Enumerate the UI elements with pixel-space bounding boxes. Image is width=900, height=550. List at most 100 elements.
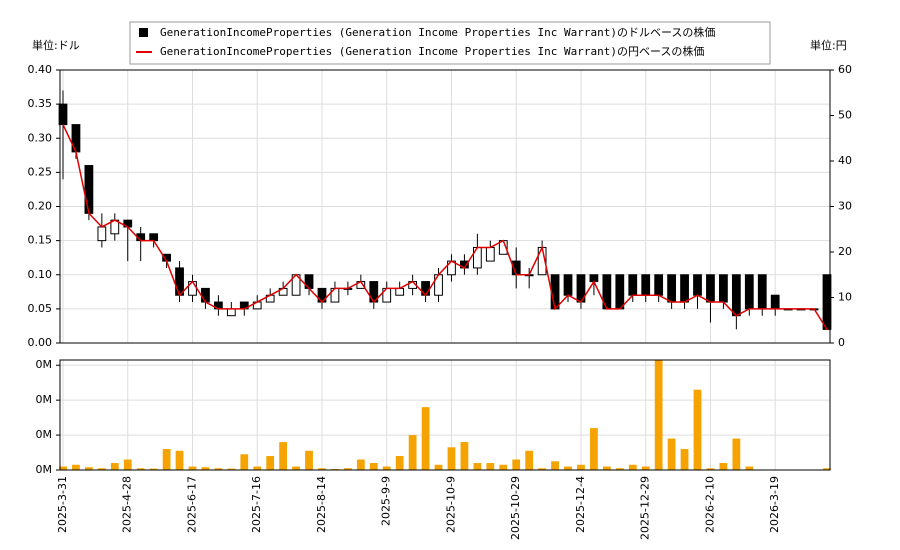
volume-bar (434, 464, 443, 470)
volume-bar (149, 468, 158, 470)
volume-bar (602, 466, 611, 470)
candle-body (654, 274, 664, 296)
candle-body (719, 274, 728, 303)
volume-bar (305, 450, 313, 470)
volume-bar (460, 442, 469, 470)
volume-tick-label: 0M (36, 358, 53, 371)
volume-bar (408, 435, 417, 470)
volume-bar (382, 466, 391, 470)
candle-body (628, 274, 638, 296)
volume-bar (343, 468, 352, 470)
volume-bar (447, 447, 456, 470)
volume-bar (421, 407, 430, 470)
volume-bar (525, 450, 534, 470)
x-tick-label: 2025-3-31 (56, 476, 69, 533)
volume-tick-label: 0M (36, 393, 53, 406)
y-tick-label: 0.40 (28, 63, 53, 76)
candle-body (395, 287, 405, 296)
candle-body (201, 287, 210, 303)
y2-tick-label: 60 (838, 63, 852, 76)
y2-tick-label: 20 (838, 245, 852, 258)
volume-bar (214, 468, 223, 470)
x-tick-label: 2025-12-29 (639, 476, 652, 540)
y2-tick-label: 0 (838, 336, 845, 349)
legend-box (129, 21, 771, 65)
volume-bar (667, 438, 676, 470)
y-tick-label: 0.30 (28, 131, 53, 144)
legend-label: GenerationIncomeProperties (Generation I… (160, 25, 715, 39)
volume-bar (110, 463, 119, 470)
volume-bar (823, 468, 831, 470)
volume-bar (745, 466, 754, 470)
volume-bar (331, 468, 339, 470)
candle-body (770, 294, 780, 310)
x-tick-label: 2025-9-9 (380, 476, 393, 526)
candle-body (175, 267, 184, 296)
candle-body (641, 274, 651, 296)
volume-bar (641, 466, 650, 470)
volume-bar (266, 456, 275, 470)
volume-bar (590, 428, 598, 470)
volume-bar (175, 450, 184, 470)
volume-tick-label: 0M (36, 428, 53, 441)
y-tick-label: 0.00 (28, 336, 53, 349)
volume-bar (136, 468, 145, 470)
volume-bar (499, 464, 508, 470)
volume-bar (188, 466, 197, 470)
y-tick-label: 0.15 (28, 234, 53, 247)
volume-bar (473, 463, 482, 470)
volume-bar (292, 466, 300, 470)
volume-bar (693, 389, 702, 470)
candle-body (149, 233, 159, 242)
y-tick-label: 0.10 (28, 268, 53, 281)
candle-body (706, 274, 715, 303)
legend-swatch (139, 28, 148, 37)
y-tick-label: 0.25 (28, 165, 53, 178)
volume-bar (538, 468, 547, 470)
y-unit: 単位:ドル (32, 38, 80, 52)
volume-bar (227, 468, 236, 470)
volume-bar (564, 466, 572, 470)
x-tick-label: 2025-4-28 (121, 476, 134, 533)
volume-frame (59, 359, 831, 471)
candle-body (226, 308, 236, 317)
candle-body (731, 274, 741, 317)
volume-bar (279, 442, 288, 470)
y2-unit: 単位:円 (810, 38, 847, 52)
volume-bar (162, 449, 171, 470)
x-tick-label: 2025-10-29 (509, 476, 522, 540)
volume-bar (59, 466, 67, 470)
y2-tick-label: 10 (838, 291, 852, 304)
candle-body (744, 274, 754, 310)
legend: GenerationIncomeProperties (Generation I… (129, 21, 771, 65)
volume-bar (486, 463, 495, 470)
y2-tick-label: 50 (838, 109, 852, 122)
volume-bar (356, 459, 365, 470)
volume-bar (719, 463, 728, 470)
volume-bar (253, 466, 262, 470)
volume-bar (369, 463, 378, 470)
volume-bar (85, 467, 93, 470)
y-tick-label: 0.05 (28, 302, 53, 315)
volume-bar (615, 468, 624, 470)
candle-body (757, 274, 767, 310)
candle-body (667, 274, 676, 303)
candle-body (84, 165, 94, 214)
volume-bar (318, 468, 326, 470)
volume-bar (706, 468, 715, 470)
x-tick-label: 2026-2-10 (703, 476, 716, 533)
candle-body (680, 274, 689, 303)
yen-line (62, 124, 828, 330)
candle-body (485, 246, 495, 262)
volume-tick-label: 0M (36, 463, 53, 476)
volume-bar (577, 464, 585, 470)
volume-bar (201, 467, 210, 470)
volume-bar (551, 461, 559, 470)
y2-tick-label: 40 (838, 154, 852, 167)
volume-bar (628, 464, 637, 470)
candle-body (97, 226, 107, 242)
volume-bar (123, 459, 132, 470)
x-tick-label: 2025-7-16 (250, 476, 263, 533)
y-tick-label: 0.35 (28, 97, 53, 110)
